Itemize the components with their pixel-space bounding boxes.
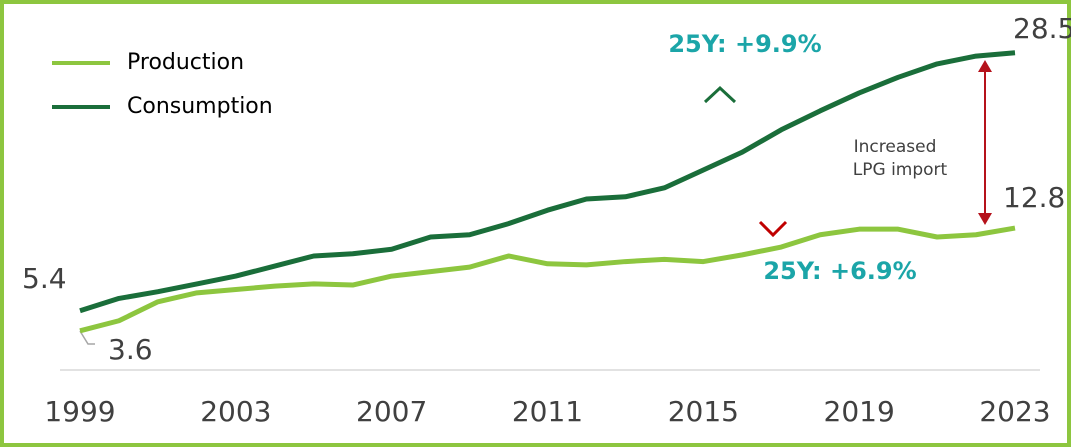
down-chevron xyxy=(758,220,788,238)
annotation: 25Y: +9.9% xyxy=(668,30,821,58)
gap-arrow xyxy=(978,60,992,225)
legend-label: Consumption xyxy=(127,94,273,119)
annotation: 25Y: +6.9% xyxy=(763,257,916,285)
data-label: 12.8 xyxy=(1003,181,1065,214)
x-tick-label: 2003 xyxy=(200,395,271,428)
x-tick-label: 2011 xyxy=(512,395,583,428)
up-chevron xyxy=(703,85,737,104)
leader-line xyxy=(79,330,95,345)
annotation: Increased xyxy=(854,137,937,157)
data-label: 28.5 xyxy=(1013,12,1071,45)
x-tick-label: 2015 xyxy=(668,395,739,428)
x-tick-label: 2019 xyxy=(824,395,895,428)
series-line xyxy=(79,50,1016,314)
data-label: 5.4 xyxy=(22,262,67,295)
x-tick-label: 2007 xyxy=(356,395,427,428)
x-tick-label: 2023 xyxy=(979,395,1050,428)
x-tick-label: 1999 xyxy=(44,395,115,428)
legend-label: Production xyxy=(127,50,244,75)
annotation: LPG import xyxy=(853,160,948,180)
data-label: 3.6 xyxy=(108,333,153,366)
series-line xyxy=(79,225,1016,334)
